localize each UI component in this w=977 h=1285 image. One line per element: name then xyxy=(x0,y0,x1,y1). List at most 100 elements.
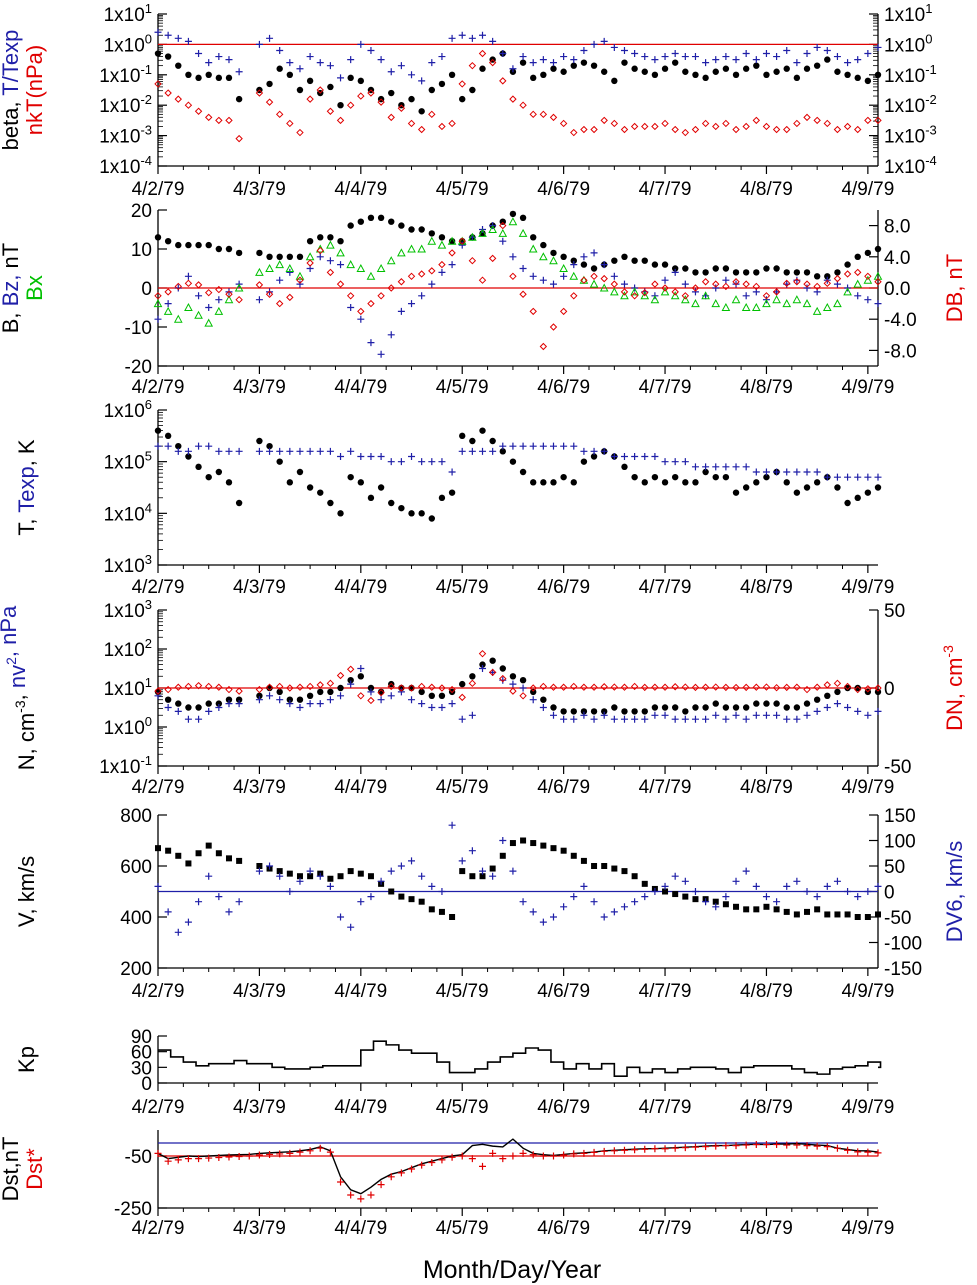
data-point xyxy=(346,665,355,673)
data-point xyxy=(874,484,882,491)
data-point xyxy=(154,1149,162,1157)
x-tick-label: 4/4/79 xyxy=(334,981,387,1002)
data-point xyxy=(762,1141,770,1149)
data-point xyxy=(822,302,832,311)
data-point xyxy=(530,74,537,82)
data-point xyxy=(205,304,213,311)
data-point xyxy=(854,125,862,134)
data-point xyxy=(326,62,334,70)
data-point xyxy=(864,1148,872,1156)
data-point xyxy=(742,292,750,300)
data-point xyxy=(691,53,699,61)
data-point xyxy=(337,102,344,109)
data-point xyxy=(691,463,699,471)
data-point xyxy=(499,674,507,683)
data-point xyxy=(428,704,436,711)
data-point xyxy=(590,683,598,691)
data-point xyxy=(743,906,750,913)
data-point xyxy=(732,463,740,471)
y-tick-label: 1x101 xyxy=(104,1,152,26)
data-point xyxy=(833,679,842,688)
data-point xyxy=(793,59,801,67)
data-point xyxy=(742,704,750,711)
data-point xyxy=(539,682,548,691)
data-point xyxy=(701,119,710,128)
data-point xyxy=(519,684,527,692)
data-point xyxy=(671,125,679,134)
data-point xyxy=(864,50,872,58)
data-point xyxy=(286,268,294,276)
data-point xyxy=(286,479,294,486)
data-point xyxy=(834,484,841,491)
data-point xyxy=(854,494,861,502)
data-point xyxy=(762,299,771,308)
data-point xyxy=(276,1150,284,1158)
right-y-tick-label: -50 xyxy=(884,908,911,929)
data-point xyxy=(610,908,618,916)
data-point xyxy=(550,704,557,711)
data-point xyxy=(844,59,852,67)
data-point xyxy=(387,682,395,691)
data-point xyxy=(722,683,730,692)
data-point xyxy=(559,683,568,691)
data-point xyxy=(459,868,466,875)
data-point xyxy=(783,908,790,915)
data-point xyxy=(570,682,578,691)
x-tick-label: 4/7/79 xyxy=(639,1218,692,1239)
x-tick-label: 4/3/79 xyxy=(233,1218,286,1239)
data-point xyxy=(468,61,477,70)
data-point xyxy=(347,923,355,931)
series-Bx xyxy=(153,217,883,327)
data-point xyxy=(570,1150,578,1158)
data-point xyxy=(174,447,182,455)
data-point xyxy=(580,46,588,54)
data-point xyxy=(661,276,669,284)
data-point xyxy=(650,295,660,304)
data-point xyxy=(195,1155,203,1163)
y-tick-label: 1x101 xyxy=(104,675,152,700)
x-tick-label: 4/7/79 xyxy=(639,1097,692,1118)
data-point xyxy=(691,1143,699,1151)
data-point xyxy=(459,95,466,103)
data-point xyxy=(255,867,263,875)
y-tick-label: 10 xyxy=(131,240,152,261)
data-point xyxy=(408,95,415,103)
data-point xyxy=(428,906,435,913)
data-point xyxy=(499,676,507,684)
data-point xyxy=(580,261,588,268)
data-point xyxy=(722,265,730,272)
data-point xyxy=(864,249,872,257)
data-point xyxy=(459,680,466,688)
x-tick-label: 4/6/79 xyxy=(537,981,590,1002)
data-point xyxy=(702,898,710,906)
data-point xyxy=(722,893,730,901)
data-point xyxy=(702,463,710,471)
data-point xyxy=(600,711,608,719)
data-point xyxy=(195,463,202,471)
data-point xyxy=(763,473,770,481)
data-point xyxy=(641,683,649,692)
data-point xyxy=(327,688,334,696)
data-point xyxy=(569,271,579,280)
right-y-tick-label: 50 xyxy=(884,601,905,622)
data-point xyxy=(153,299,163,308)
data-point xyxy=(611,257,618,264)
data-point xyxy=(864,711,872,719)
data-point xyxy=(306,682,314,691)
series-Bz xyxy=(154,222,882,358)
data-point xyxy=(844,704,852,711)
x-tick-label: 4/2/79 xyxy=(132,577,185,598)
data-point xyxy=(641,257,648,264)
data-point xyxy=(691,125,700,134)
data-point xyxy=(286,696,294,703)
data-point xyxy=(773,265,780,272)
data-point xyxy=(570,852,577,859)
data-point xyxy=(255,281,264,289)
data-point xyxy=(509,687,517,695)
data-point xyxy=(458,241,466,249)
data-point xyxy=(550,479,557,486)
data-point xyxy=(812,306,822,315)
data-point xyxy=(337,684,344,692)
data-point xyxy=(580,708,588,715)
data-point xyxy=(560,847,567,854)
